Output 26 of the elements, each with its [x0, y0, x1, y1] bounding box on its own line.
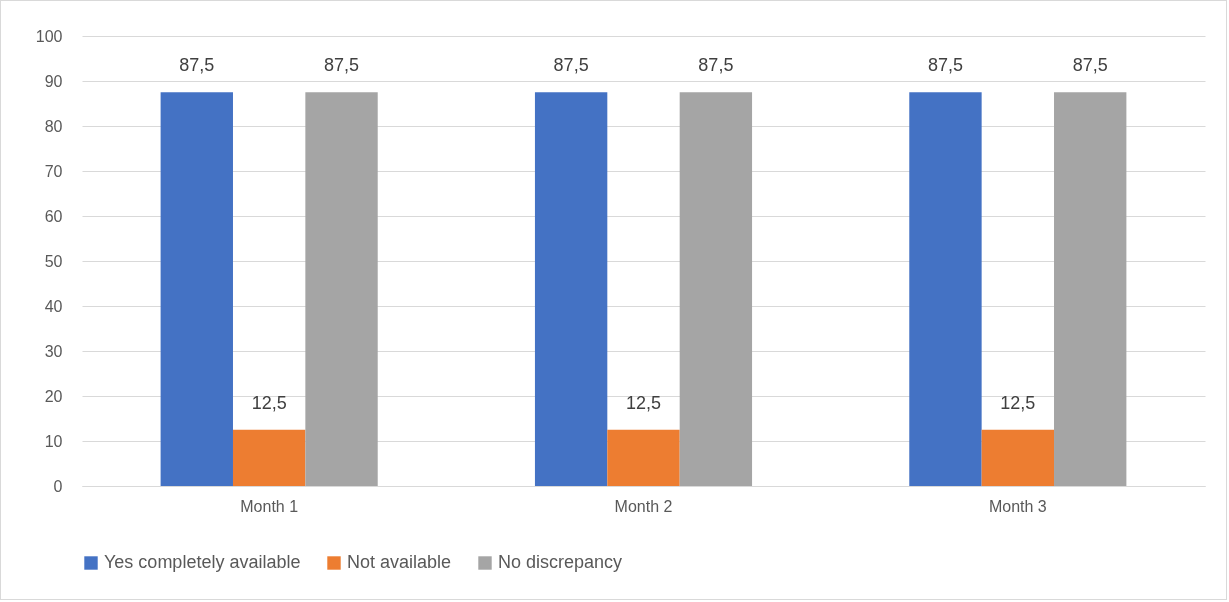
x-tick-label: Month 2 — [614, 497, 673, 515]
legend-label: Yes completely available — [104, 552, 301, 572]
x-tick-label: Month 3 — [988, 497, 1047, 515]
legend-label: No discrepancy — [498, 552, 623, 572]
data-label: 87,5 — [324, 55, 360, 76]
data-label: 87,5 — [698, 55, 734, 76]
y-tick-label: 30 — [44, 342, 63, 360]
data-label: 12,5 — [1000, 392, 1036, 413]
y-tick-label: 0 — [53, 477, 63, 495]
y-tick-label: 50 — [44, 252, 63, 270]
y-tick-label: 60 — [44, 207, 63, 225]
data-label: 87,5 — [1072, 55, 1108, 76]
y-tick-label: 80 — [44, 117, 63, 135]
y-tick-label: 40 — [44, 297, 63, 315]
y-tick-label: 20 — [44, 387, 63, 405]
y-tick-label: 70 — [44, 162, 63, 180]
y-tick-label: 100 — [35, 27, 63, 45]
y-tick-label: 90 — [44, 72, 63, 90]
data-label: 12,5 — [625, 392, 662, 413]
data-label: 12,5 — [251, 392, 287, 413]
y-tick-label: 10 — [44, 432, 63, 450]
data-label: 87,5 — [179, 55, 215, 76]
data-label: 87,5 — [553, 55, 589, 76]
x-tick-label: Month 1 — [240, 497, 299, 515]
data-label: 87,5 — [927, 55, 963, 76]
legend-label: Not available — [347, 552, 452, 572]
